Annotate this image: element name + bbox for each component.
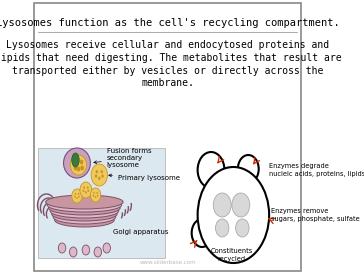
Ellipse shape: [52, 207, 117, 221]
Text: Primary lysosome: Primary lysosome: [109, 174, 180, 181]
Circle shape: [93, 192, 95, 194]
Circle shape: [87, 186, 88, 189]
Ellipse shape: [53, 210, 116, 224]
Circle shape: [83, 186, 85, 189]
Circle shape: [213, 193, 231, 217]
Circle shape: [232, 193, 250, 217]
Circle shape: [83, 190, 84, 192]
Circle shape: [192, 219, 213, 247]
Ellipse shape: [55, 213, 114, 227]
Circle shape: [82, 245, 90, 255]
Ellipse shape: [72, 153, 79, 167]
Text: Golgi apparatus: Golgi apparatus: [113, 229, 168, 235]
Circle shape: [74, 196, 76, 198]
Text: Lysosomes receive cellular and endocytosed proteins and
lipids that need digesti: Lysosomes receive cellular and endocytos…: [0, 40, 341, 89]
Circle shape: [236, 219, 249, 237]
Text: Enzymes remove
sugars, phosphate, sulfate: Enzymes remove sugars, phosphate, sulfat…: [270, 208, 359, 222]
Circle shape: [76, 197, 78, 199]
Circle shape: [238, 155, 259, 183]
Ellipse shape: [47, 198, 122, 212]
Circle shape: [75, 193, 76, 195]
Circle shape: [93, 195, 94, 197]
Text: Enzymes degrade
nucleic acids, proteins, lipids: Enzymes degrade nucleic acids, proteins,…: [269, 163, 364, 177]
Ellipse shape: [64, 148, 90, 178]
Text: Constituents
recycled: Constituents recycled: [211, 248, 253, 261]
Circle shape: [100, 170, 103, 173]
Circle shape: [80, 165, 84, 170]
Text: Lysosomes function as the cell's recycling compartment.: Lysosomes function as the cell's recycli…: [0, 18, 340, 28]
Circle shape: [73, 159, 76, 164]
Circle shape: [215, 219, 229, 237]
Circle shape: [58, 243, 66, 253]
Circle shape: [76, 167, 80, 172]
Circle shape: [78, 193, 79, 195]
Ellipse shape: [46, 195, 123, 209]
Bar: [38, 148, 165, 258]
Ellipse shape: [50, 204, 119, 218]
Circle shape: [94, 247, 102, 257]
Circle shape: [96, 170, 98, 173]
Circle shape: [91, 164, 107, 186]
Circle shape: [98, 177, 100, 180]
Circle shape: [72, 189, 82, 203]
Circle shape: [97, 195, 98, 197]
Ellipse shape: [49, 201, 120, 215]
Ellipse shape: [70, 155, 87, 175]
Text: www.sliderbase.com: www.sliderbase.com: [139, 260, 196, 265]
Circle shape: [70, 247, 77, 257]
Circle shape: [80, 182, 92, 198]
Circle shape: [95, 175, 97, 178]
Circle shape: [103, 243, 111, 253]
Circle shape: [101, 175, 104, 178]
Circle shape: [198, 152, 225, 188]
Circle shape: [80, 159, 83, 164]
Circle shape: [78, 196, 80, 198]
Circle shape: [90, 188, 101, 202]
Circle shape: [95, 196, 96, 198]
Circle shape: [85, 191, 87, 194]
Circle shape: [87, 190, 89, 192]
Text: Fusion forms
secondary
lysosome: Fusion forms secondary lysosome: [94, 148, 151, 168]
Circle shape: [74, 165, 77, 170]
Circle shape: [96, 192, 98, 194]
Circle shape: [198, 167, 269, 263]
